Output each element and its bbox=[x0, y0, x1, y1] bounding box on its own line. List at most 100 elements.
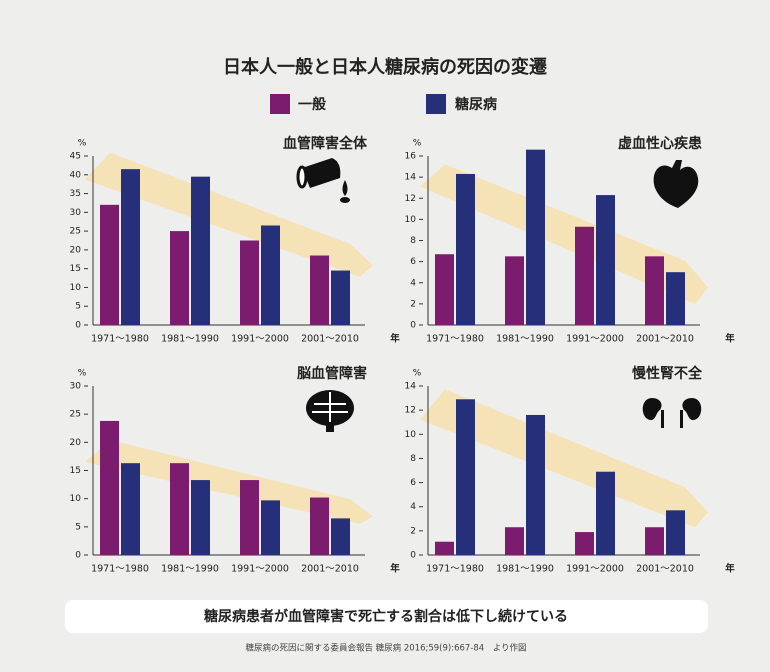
bar bbox=[121, 169, 140, 325]
bar bbox=[240, 240, 259, 325]
y-tick-label: 4 bbox=[410, 502, 416, 512]
bar bbox=[100, 420, 119, 555]
y-tick-label: 4 bbox=[410, 278, 416, 288]
y-tick-label: 0 bbox=[75, 321, 81, 331]
x-tick-label: 1981〜1990 bbox=[496, 564, 554, 575]
bar bbox=[170, 463, 189, 555]
bar bbox=[666, 510, 685, 555]
bar bbox=[435, 541, 454, 555]
y-tick-label: 30 bbox=[70, 208, 82, 218]
x-tick-label: 1981〜1990 bbox=[161, 334, 219, 345]
icon-pipe bbox=[296, 158, 350, 203]
chart-title: 日本人一般と日本人糖尿病の死因の変遷 bbox=[223, 56, 547, 78]
y-tick-label: 20 bbox=[70, 245, 82, 255]
bar bbox=[666, 272, 685, 325]
y-tick-label: 10 bbox=[70, 283, 82, 293]
x-tick-label: 2001〜2010 bbox=[636, 564, 694, 575]
icon-heart bbox=[653, 160, 699, 208]
bar bbox=[456, 173, 475, 325]
bar bbox=[170, 231, 189, 325]
bar bbox=[575, 532, 594, 555]
y-tick-label: 10 bbox=[405, 215, 417, 225]
y-tick-label: 10 bbox=[405, 430, 417, 440]
trend-band bbox=[85, 152, 373, 277]
legend-swatch bbox=[270, 94, 290, 114]
y-tick-label: 45 bbox=[70, 152, 81, 162]
x-axis-label: 年 bbox=[390, 333, 400, 345]
y-axis-label: % bbox=[413, 369, 422, 379]
bar bbox=[261, 500, 280, 555]
y-tick-label: 2 bbox=[410, 526, 416, 536]
y-tick-label: 8 bbox=[410, 454, 416, 464]
icon-brain bbox=[306, 390, 354, 432]
y-tick-label: 12 bbox=[405, 194, 416, 204]
message: 糖尿病患者が血管障害で死亡する割合は低下し続けている bbox=[204, 608, 568, 625]
bar bbox=[100, 204, 119, 325]
y-tick-label: 6 bbox=[410, 478, 416, 488]
legend-swatch bbox=[426, 94, 446, 114]
bar bbox=[191, 176, 210, 325]
y-tick-label: 35 bbox=[70, 189, 81, 199]
legend-label: 一般 bbox=[298, 96, 326, 113]
bar bbox=[261, 225, 280, 325]
x-tick-label: 2001〜2010 bbox=[301, 564, 359, 575]
x-tick-label: 1971〜1980 bbox=[91, 564, 149, 575]
bar bbox=[596, 195, 615, 325]
bar bbox=[505, 256, 524, 325]
panel-title: 血管障害全体 bbox=[283, 135, 368, 152]
bar bbox=[575, 226, 594, 325]
panel-title: 慢性腎不全 bbox=[632, 365, 703, 382]
y-tick-label: 30 bbox=[70, 382, 82, 392]
y-tick-label: 12 bbox=[405, 406, 416, 416]
x-tick-label: 2001〜2010 bbox=[636, 334, 694, 345]
trend-band bbox=[85, 440, 373, 524]
y-tick-label: 20 bbox=[70, 438, 82, 448]
y-tick-label: 15 bbox=[70, 264, 81, 274]
y-tick-label: 6 bbox=[410, 257, 416, 267]
y-tick-label: 14 bbox=[405, 382, 417, 392]
bar bbox=[191, 480, 210, 555]
x-tick-label: 2001〜2010 bbox=[301, 334, 359, 345]
y-tick-label: 0 bbox=[75, 551, 81, 561]
x-axis-label: 年 bbox=[725, 563, 735, 575]
y-tick-label: 15 bbox=[70, 466, 81, 476]
y-tick-label: 8 bbox=[410, 236, 416, 246]
y-tick-label: 0 bbox=[410, 551, 416, 561]
bar bbox=[596, 471, 615, 555]
bar bbox=[645, 256, 664, 325]
source: 糖尿病の死因に関する委員会報告 糖尿病 2016;59(9):667-84 より… bbox=[245, 643, 526, 654]
y-tick-label: 25 bbox=[70, 227, 81, 237]
y-axis-label: % bbox=[78, 369, 87, 379]
x-tick-label: 1971〜1980 bbox=[426, 334, 484, 345]
bar bbox=[435, 254, 454, 325]
legend-label: 糖尿病 bbox=[455, 96, 497, 113]
panel-title: 脳血管障害 bbox=[297, 365, 367, 382]
bar bbox=[240, 480, 259, 555]
bar bbox=[310, 255, 329, 325]
x-tick-label: 1981〜1990 bbox=[496, 334, 554, 345]
x-tick-label: 1991〜2000 bbox=[231, 334, 289, 345]
icon-kidneys bbox=[642, 398, 702, 428]
x-tick-label: 1991〜2000 bbox=[231, 564, 289, 575]
y-tick-label: 0 bbox=[410, 321, 416, 331]
bar bbox=[456, 399, 475, 555]
trend-band bbox=[420, 389, 708, 528]
bar bbox=[310, 497, 329, 555]
y-tick-label: 40 bbox=[70, 170, 82, 180]
y-tick-label: 14 bbox=[405, 173, 417, 183]
x-tick-label: 1991〜2000 bbox=[566, 564, 624, 575]
y-axis-label: % bbox=[413, 139, 422, 149]
bar bbox=[645, 527, 664, 555]
bar bbox=[526, 149, 545, 325]
x-axis-label: 年 bbox=[725, 333, 735, 345]
x-tick-label: 1971〜1980 bbox=[426, 564, 484, 575]
y-tick-label: 25 bbox=[70, 410, 81, 420]
y-axis-label: % bbox=[78, 139, 87, 149]
y-tick-label: 2 bbox=[410, 299, 416, 309]
bar bbox=[331, 518, 350, 555]
panel-title: 虚血性心疾患 bbox=[618, 135, 702, 152]
x-tick-label: 1981〜1990 bbox=[161, 564, 219, 575]
trend-band bbox=[420, 164, 708, 304]
bar bbox=[505, 527, 524, 555]
